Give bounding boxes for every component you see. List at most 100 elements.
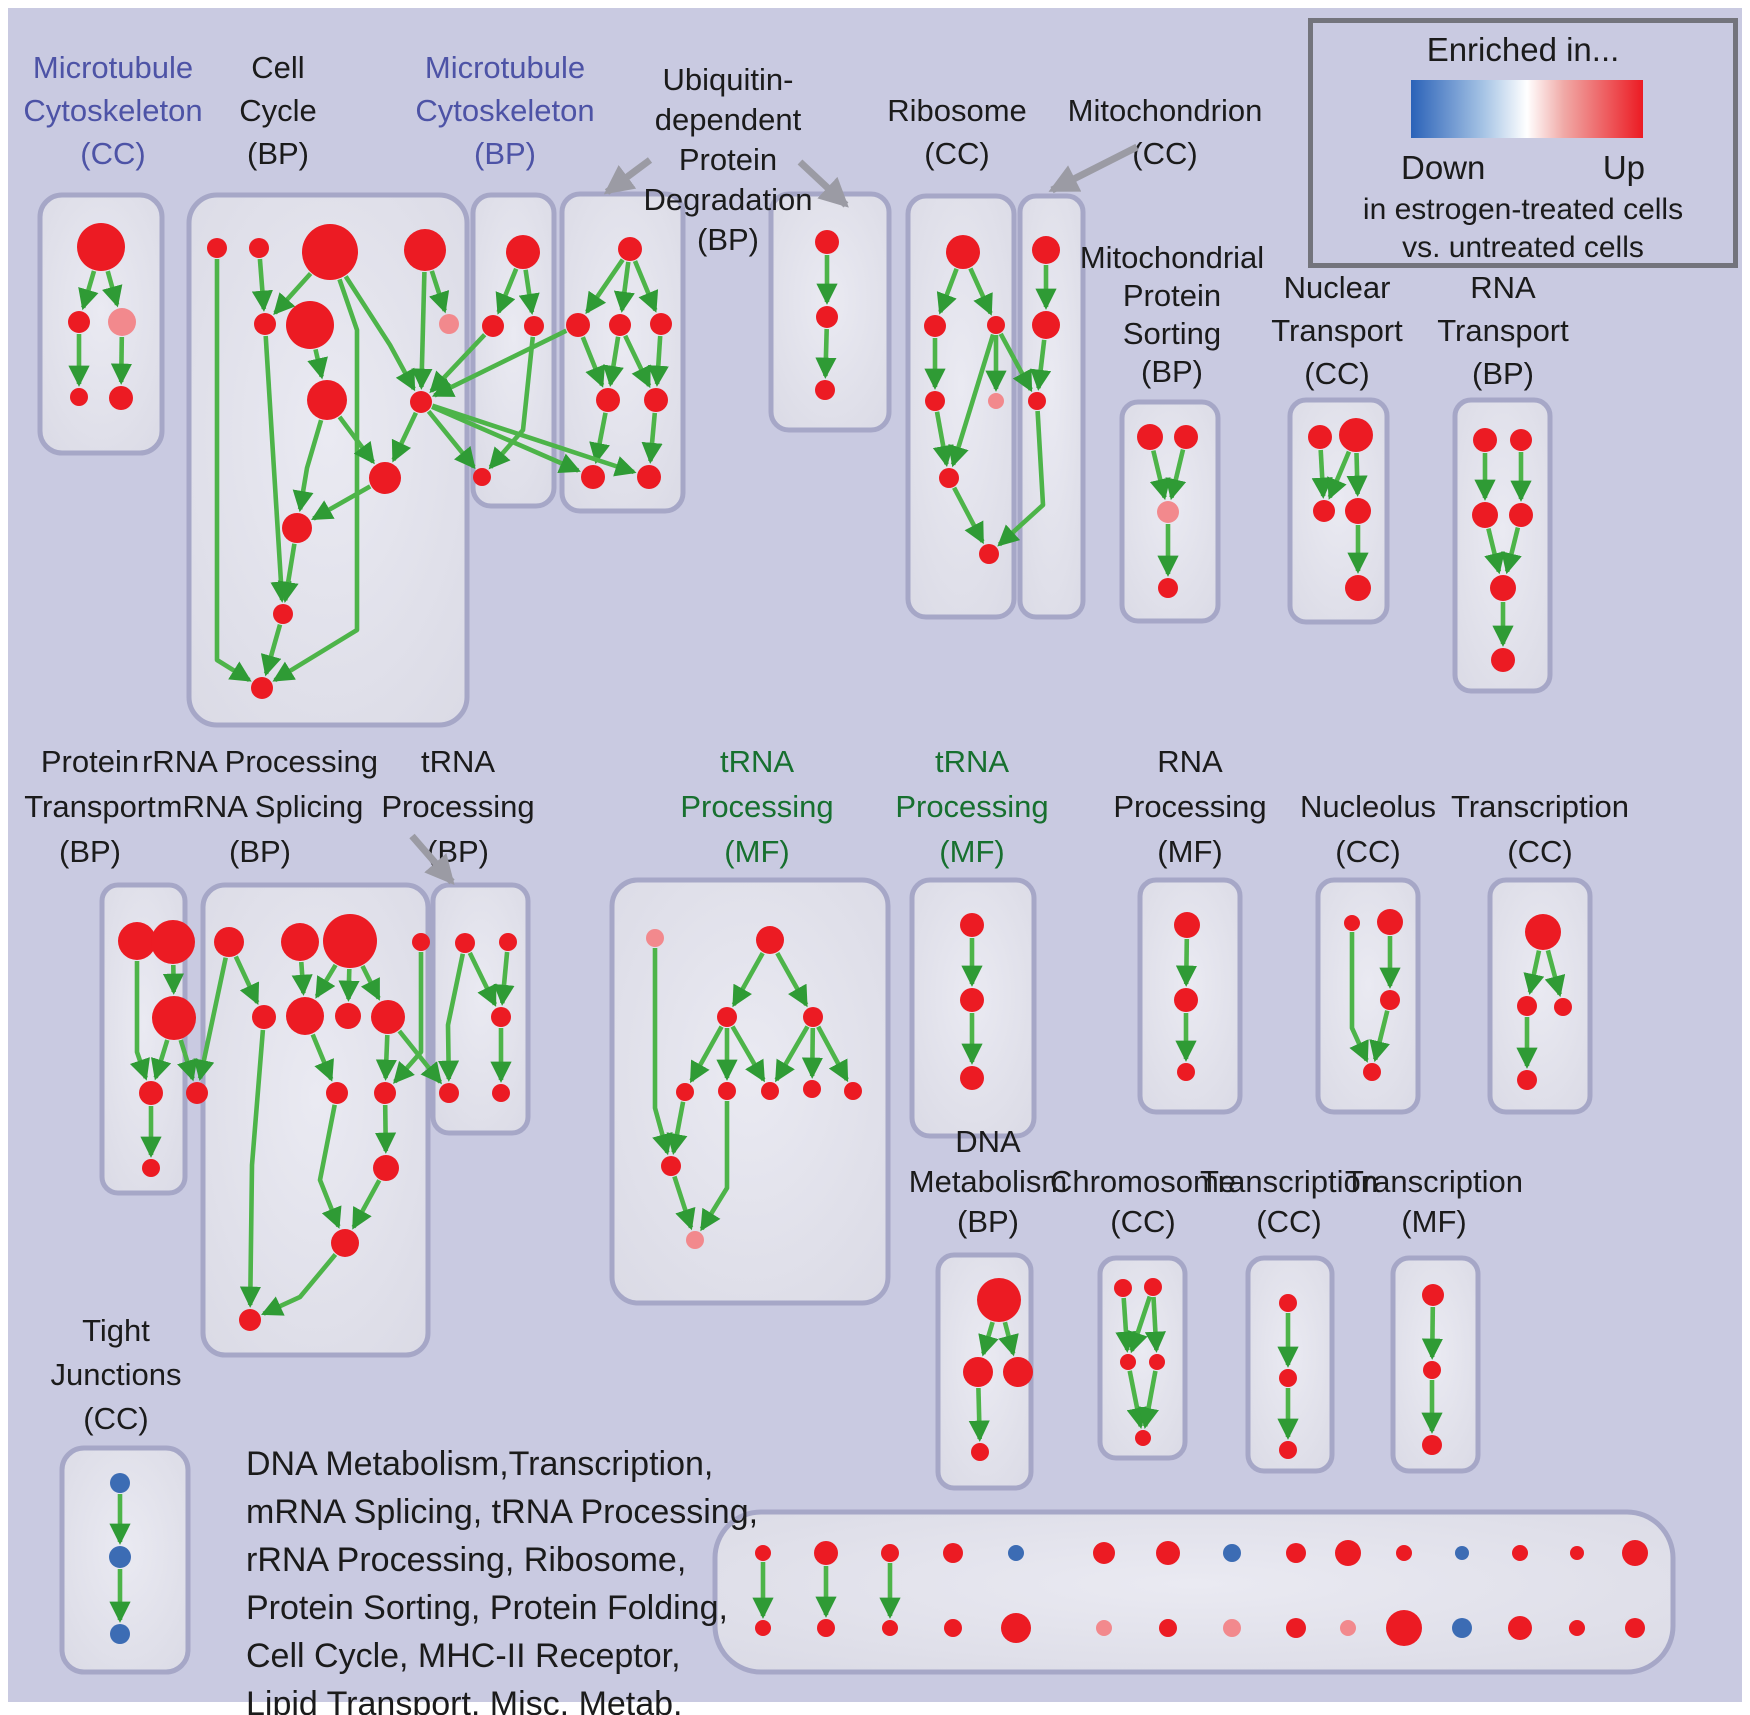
group-label-rrna: rRNA Processing mRNA Splicing (BP) bbox=[142, 744, 378, 869]
edge-arrow bbox=[689, 1025, 724, 1084]
edge-arrow bbox=[936, 267, 959, 315]
edge-arrow bbox=[948, 333, 996, 468]
go-term-node bbox=[1345, 575, 1371, 601]
edge-arrow bbox=[1484, 528, 1505, 575]
callout-arrow bbox=[1048, 143, 1139, 194]
go-term-node bbox=[960, 1066, 984, 1090]
go-term-node bbox=[637, 465, 661, 489]
edge-arrow bbox=[428, 270, 450, 314]
go-term-node bbox=[717, 1007, 737, 1027]
edge-arrow bbox=[1369, 1010, 1390, 1063]
go-term-node bbox=[1363, 1063, 1381, 1081]
go-term-node bbox=[1286, 1543, 1306, 1563]
group-box-mtcc bbox=[37, 192, 165, 456]
edge-arrow bbox=[1144, 1296, 1166, 1353]
go-term-node bbox=[118, 922, 156, 960]
go-term-node bbox=[482, 315, 504, 337]
go-term-node bbox=[1158, 578, 1178, 598]
edge-arrow bbox=[431, 403, 637, 477]
go-term-node bbox=[1028, 392, 1046, 410]
edge-arrow bbox=[998, 332, 1033, 393]
go-term-node bbox=[1473, 428, 1497, 452]
go-term-node bbox=[186, 1082, 208, 1104]
go-term-node bbox=[1625, 1618, 1645, 1638]
edge-arrow bbox=[437, 953, 466, 1082]
edge-arrow bbox=[1138, 1370, 1159, 1429]
go-term-node bbox=[943, 1543, 963, 1563]
group-label-rnaproc: RNA Processing (MF) bbox=[1113, 744, 1266, 869]
group-label-transcc1: Transcription (CC) bbox=[1451, 789, 1629, 869]
edge-arrow bbox=[1149, 450, 1171, 501]
edge-arrow bbox=[488, 336, 536, 470]
go-term-node bbox=[1032, 311, 1060, 339]
go-term-node bbox=[323, 914, 377, 968]
go-term-node bbox=[108, 308, 136, 336]
edge-arrow bbox=[775, 951, 809, 1008]
go-term-node bbox=[439, 1083, 459, 1103]
go-term-node bbox=[326, 1082, 348, 1104]
callout-arrow bbox=[603, 157, 653, 195]
edge-arrow bbox=[311, 484, 372, 521]
go-term-node bbox=[252, 1005, 276, 1029]
go-term-node bbox=[109, 1546, 131, 1568]
go-term-node bbox=[286, 301, 334, 349]
go-term-node bbox=[646, 929, 664, 947]
edge-arrow bbox=[307, 348, 328, 380]
go-term-node bbox=[596, 388, 620, 412]
edge-arrow bbox=[585, 258, 625, 315]
edge-arrow bbox=[801, 1027, 824, 1079]
go-term-node bbox=[1174, 425, 1198, 449]
edge-arrow bbox=[1115, 1297, 1137, 1353]
go-term-node bbox=[963, 1357, 993, 1387]
go-term-node bbox=[207, 238, 227, 258]
go-term-node bbox=[109, 386, 133, 410]
edge-arrow bbox=[774, 1025, 810, 1083]
go-term-node bbox=[944, 1619, 962, 1637]
go-term-node bbox=[1279, 1294, 1297, 1312]
edge-arrow bbox=[374, 1104, 397, 1154]
go-term-node bbox=[977, 1278, 1021, 1322]
group-label-cellcycle: Cell Cycle (BP) bbox=[239, 50, 317, 171]
go-term-node bbox=[1149, 1354, 1165, 1370]
go-term-node bbox=[251, 677, 273, 699]
group-box-nucleolus bbox=[1315, 877, 1421, 1115]
edge-arrow bbox=[431, 328, 568, 398]
go-term-node bbox=[239, 1309, 261, 1331]
go-term-node bbox=[524, 316, 544, 336]
go-term-node bbox=[814, 1541, 838, 1565]
edge-arrow bbox=[932, 411, 954, 467]
go-term-node bbox=[803, 1007, 823, 1027]
go-term-node bbox=[1135, 1430, 1151, 1446]
go-term-node bbox=[1380, 990, 1400, 1010]
go-term-node bbox=[1120, 1354, 1136, 1370]
go-term-node bbox=[815, 380, 835, 400]
edge-arrow bbox=[699, 1101, 730, 1232]
group-label-rnatrans: RNA Transport (BP) bbox=[1437, 270, 1569, 391]
go-term-node bbox=[925, 391, 945, 411]
go-term-node bbox=[335, 1003, 361, 1029]
edge-arrow bbox=[518, 269, 540, 315]
go-term-node bbox=[1339, 418, 1373, 452]
go-term-node bbox=[881, 1544, 899, 1562]
go-term-node bbox=[282, 513, 312, 543]
edge-arrow bbox=[239, 1029, 266, 1308]
go-term-node bbox=[371, 1000, 405, 1034]
edge-arrow bbox=[968, 1387, 990, 1442]
go-term-node bbox=[1223, 1619, 1241, 1637]
edge-arrow bbox=[110, 336, 133, 385]
go-term-node bbox=[1422, 1435, 1442, 1455]
go-term-node bbox=[1286, 1618, 1306, 1638]
go-term-node bbox=[1570, 1546, 1584, 1560]
go-term-node bbox=[1510, 429, 1532, 451]
group-label-ribosome: Ribosome (CC) bbox=[887, 93, 1027, 171]
legend-down-label: Down bbox=[1401, 149, 1486, 186]
go-term-node bbox=[661, 1156, 681, 1176]
edge-arrow bbox=[360, 964, 381, 1001]
go-term-node bbox=[374, 1082, 396, 1104]
edge-arrow bbox=[375, 1034, 397, 1081]
go-term-node bbox=[1144, 1278, 1162, 1296]
go-term-node bbox=[1344, 915, 1360, 931]
go-term-node bbox=[1114, 1279, 1132, 1297]
go-term-node bbox=[609, 314, 631, 336]
